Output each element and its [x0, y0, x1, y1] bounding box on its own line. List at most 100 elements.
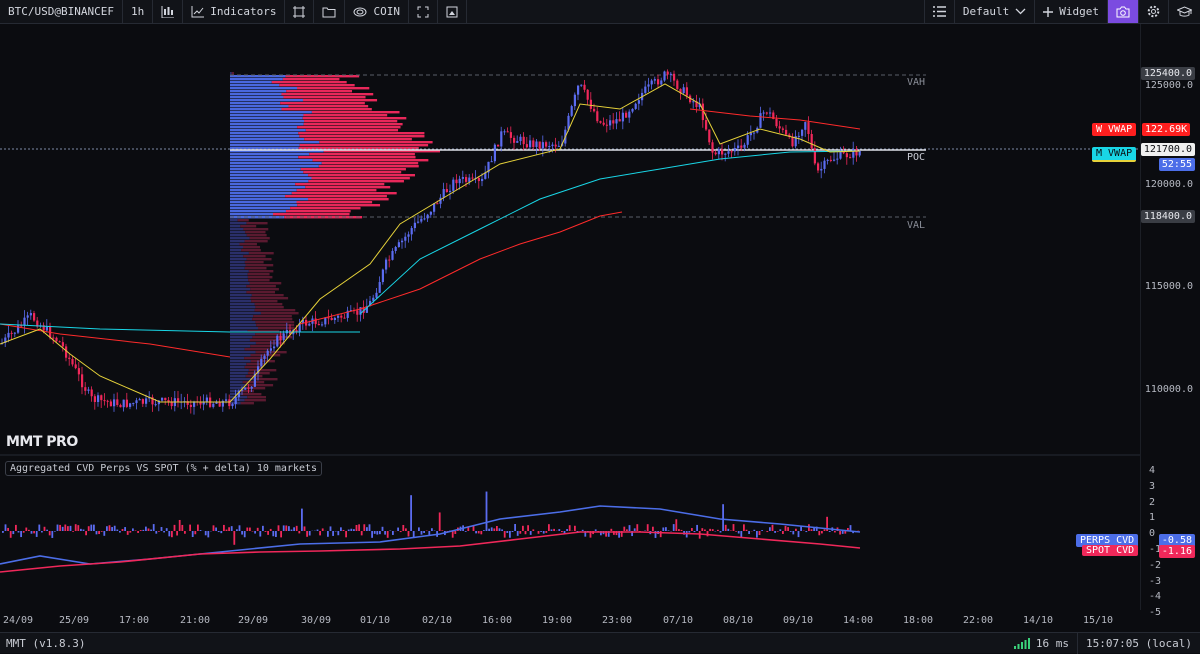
cvd-bar — [137, 531, 139, 533]
fullscreen-button[interactable] — [409, 0, 438, 23]
volume-profile-bar — [240, 225, 256, 227]
chart-type-button[interactable] — [153, 0, 183, 23]
price-chart[interactable]: VAH POC VAL — [0, 24, 1140, 610]
volume-profile-bar — [230, 171, 303, 173]
layout-selector[interactable]: Default — [955, 0, 1035, 23]
cvd-bar — [493, 528, 495, 531]
volume-profile-bar — [300, 144, 428, 146]
volume-profile-bar — [230, 333, 255, 335]
cvd-bar — [226, 530, 228, 531]
price-axis[interactable]: 125400.0 125000.0 121700.0 52:55 120000.… — [1140, 24, 1200, 610]
cvd-bar — [756, 531, 758, 538]
candle-body — [75, 364, 77, 368]
cvd-bar — [59, 525, 61, 531]
cvd-bar — [405, 528, 407, 531]
volume-profile-bar — [303, 171, 401, 173]
volume-profile-bar — [230, 174, 308, 176]
volume-profile-bar — [230, 309, 255, 311]
volume-profile-bar — [308, 180, 404, 182]
cvd-bar — [98, 531, 100, 534]
cvd-bar — [834, 531, 836, 532]
volume-profile-bar — [297, 204, 380, 206]
cvd-bar — [431, 528, 433, 531]
candle-body — [510, 132, 512, 138]
cvd-bar — [88, 526, 90, 531]
volume-profile-bar — [304, 123, 403, 125]
cvd-bar — [205, 531, 207, 535]
candle-body — [779, 126, 781, 128]
volume-profile-bar — [230, 354, 251, 356]
screenshot-button[interactable] — [1108, 0, 1139, 23]
candle-body — [126, 400, 128, 407]
candle-body — [190, 405, 192, 407]
cvd-bar — [527, 525, 529, 531]
volume-profile-bar — [246, 291, 275, 293]
volume-profile-bar — [230, 228, 243, 230]
exchange-selector[interactable]: COIN — [345, 0, 409, 23]
symbol-selector[interactable]: BTC/USD@BINANCEF — [0, 0, 123, 23]
volume-profile-bar — [312, 111, 400, 113]
cvd-bar — [379, 531, 381, 534]
version-text: MMT (v1.8.3) — [0, 637, 1006, 650]
candle-body — [334, 318, 336, 320]
volume-profile-bar — [230, 306, 255, 308]
volume-profile-bar — [230, 366, 245, 368]
candle-body — [52, 338, 54, 339]
cvd-bar — [543, 531, 545, 534]
candle-body — [676, 81, 678, 89]
cvd-bar — [114, 526, 116, 531]
volume-profile-bar — [261, 312, 299, 314]
cvd-bar — [109, 525, 111, 531]
candle-body — [97, 395, 99, 402]
folder-icon — [322, 6, 336, 18]
candle-body — [785, 130, 787, 135]
cvd-bar — [761, 530, 763, 531]
volume-profile-bar — [255, 303, 283, 305]
volume-profile-bar — [230, 261, 245, 263]
latency-text: 16 ms — [1036, 637, 1069, 650]
indicators-button[interactable]: Indicators — [183, 0, 285, 23]
volume-profile-bar — [230, 336, 252, 338]
candle-body — [481, 179, 483, 181]
cvd-bar — [296, 526, 298, 531]
cvd-bar — [798, 531, 800, 537]
candle-body — [155, 404, 157, 405]
indicator-title[interactable]: Aggregated CVD Perps VS SPOT (% + delta)… — [5, 461, 322, 476]
timeframe-selector[interactable]: 1h — [123, 0, 153, 23]
volume-profile-bar — [230, 312, 261, 314]
cvd-bar — [106, 526, 108, 531]
cvd-bar — [530, 531, 532, 535]
cvd-bar — [194, 531, 196, 534]
layout-label: Default — [963, 5, 1009, 18]
cvd-bar — [12, 531, 14, 534]
cvd-bar — [244, 531, 246, 537]
cvd-bar — [704, 530, 706, 531]
cvd-bar — [787, 527, 789, 531]
volume-profile-bar — [230, 108, 282, 110]
trend-icon — [191, 6, 204, 18]
learn-button[interactable] — [1169, 0, 1200, 23]
candle-body — [852, 149, 854, 158]
candle-body — [123, 400, 125, 408]
drawing-tools-button[interactable] — [285, 0, 314, 23]
volume-profile-bar — [230, 129, 306, 131]
cvd-bar — [119, 531, 121, 533]
open-folder-button[interactable] — [314, 0, 345, 23]
volume-profile-bar — [230, 321, 255, 323]
volume-profile-bar — [232, 72, 234, 74]
cvd-bar — [753, 530, 755, 531]
camera-icon — [1116, 6, 1130, 18]
settings-button[interactable] — [1139, 0, 1169, 23]
add-widget-button[interactable]: Widget — [1035, 0, 1108, 23]
cvd-bar — [647, 524, 649, 531]
volume-profile-bar — [245, 231, 265, 233]
volume-profile-bar — [230, 204, 297, 206]
candle-body — [551, 145, 553, 146]
candle-body — [775, 119, 777, 126]
list-button[interactable] — [924, 0, 955, 23]
candle-body — [81, 374, 83, 387]
snapshot-button[interactable] — [438, 0, 467, 23]
volume-profile-bar — [230, 111, 312, 113]
candle-body — [91, 389, 93, 396]
candle-body — [577, 86, 579, 95]
